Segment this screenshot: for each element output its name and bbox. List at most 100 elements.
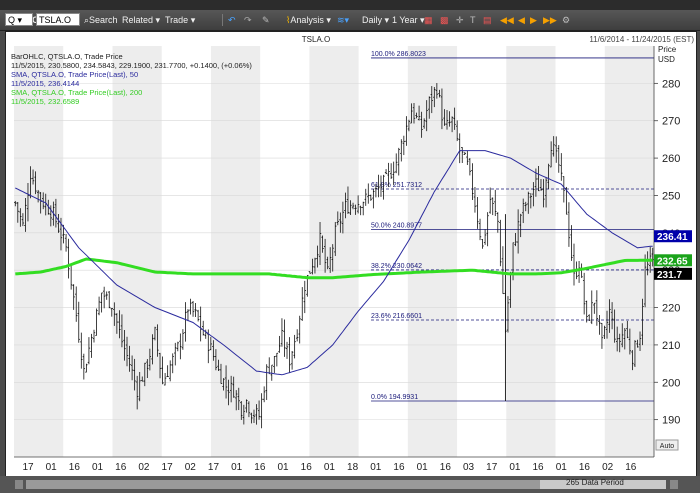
ohlc-bar <box>372 189 375 209</box>
ohlc-bar <box>308 271 312 274</box>
scroll-end-icon[interactable]: ▶▶ <box>543 15 557 25</box>
ohlc-bar <box>158 352 162 379</box>
analysis-label: Analysis <box>290 15 324 25</box>
ohlc-bar <box>199 306 202 342</box>
trade-menu[interactable]: Trade ▾ <box>165 15 196 25</box>
ohlc-bar <box>610 302 614 330</box>
ohlc-bars <box>14 83 654 429</box>
period-select[interactable]: Daily ▾ <box>362 15 390 25</box>
ohlc-bar <box>97 296 101 316</box>
ohlc-bar <box>600 322 604 349</box>
fib-level-label: 61.8% 251.7312 <box>371 182 422 189</box>
compare-icon[interactable]: ▤ <box>483 15 492 25</box>
symbol-input[interactable]: TSLA.O <box>36 13 80 26</box>
text-tool-icon[interactable]: T <box>470 15 476 25</box>
ohlc-bar <box>590 290 593 325</box>
ohlc-bar <box>440 88 444 130</box>
ohlc-bar <box>435 83 439 99</box>
ohlc-bar <box>433 87 436 108</box>
ohlc-bar <box>488 187 492 214</box>
ohlc-bar <box>176 341 180 352</box>
month-band <box>14 46 64 457</box>
auto-scale-button[interactable] <box>655 439 679 451</box>
scroll-left-arrow[interactable] <box>15 480 23 489</box>
scrollbar-thumb[interactable] <box>540 480 666 489</box>
ohlc-bar <box>26 183 30 222</box>
ohlc-bar <box>42 192 45 210</box>
ohlc-bar <box>349 200 352 215</box>
ohlc-bar <box>522 198 525 224</box>
ohlc-bar <box>293 334 296 359</box>
ohlc-bar <box>422 118 426 129</box>
ohlc-bar <box>453 107 456 130</box>
search-icon: ⌕ <box>84 15 90 25</box>
ohlc-bar <box>278 335 281 353</box>
chart-type-icon[interactable]: ▦ <box>424 15 433 25</box>
ohlc-bar <box>219 363 223 384</box>
ohlc-bar <box>64 233 68 252</box>
ohlc-bar <box>410 103 413 124</box>
ohlc-bar <box>420 111 423 138</box>
x-tick-label: 16 <box>440 462 452 473</box>
ohlc-bar <box>87 337 91 365</box>
scroll-start-icon[interactable]: ◀◀ <box>500 15 514 25</box>
ohlc-bar <box>252 409 256 423</box>
ohlc-bar <box>595 290 599 326</box>
settings-icon[interactable]: ⚙ <box>562 15 571 25</box>
ohlc-bar <box>280 318 284 347</box>
ohlc-bar <box>593 302 596 314</box>
x-tick-label: 02 <box>138 462 150 473</box>
ohlc-bar <box>128 345 131 372</box>
price-axis-unit: USD <box>658 55 675 64</box>
search-scope-select[interactable]: Q ▾ <box>5 13 33 26</box>
price-axis-title: Price <box>658 45 677 54</box>
scroll-right-arrow[interactable] <box>670 480 678 489</box>
ohlc-bar <box>646 251 649 276</box>
ohlc-bar <box>298 315 301 344</box>
scroll-right-icon[interactable]: ▶ <box>530 15 537 25</box>
ohlc-bar <box>605 310 609 339</box>
analysis-menu[interactable]: ⌇Analysis ▾ <box>286 15 331 25</box>
range-select[interactable]: 1 Year ▾ <box>392 15 425 25</box>
ohlc-bar <box>641 298 644 346</box>
ohlc-bar <box>603 325 606 340</box>
ohlc-bar <box>311 258 314 275</box>
range-label: 1 Year <box>392 15 418 25</box>
ohlc-bar <box>14 200 17 207</box>
scrollbar-track[interactable] <box>26 480 666 489</box>
ohlc-bar <box>141 376 144 382</box>
x-tick-label: 01 <box>231 462 243 473</box>
crosshair-icon[interactable]: ✛ <box>456 15 464 25</box>
price-chart[interactable]: 100.0% 286.8023 61.8% 251.7312 50.0% 240.8… <box>6 32 696 487</box>
ohlc-bar <box>288 337 291 373</box>
x-tick-label: 16 <box>254 462 266 473</box>
draw-tool-icon[interactable]: ✎ <box>262 15 270 25</box>
ohlc-bar <box>405 116 408 146</box>
ohlc-bar <box>572 243 576 286</box>
ohlc-bar <box>618 333 621 353</box>
x-tick-label: 16 <box>579 462 591 473</box>
ohlc-bar <box>148 348 152 371</box>
ohlc-bar <box>194 302 197 318</box>
ohlc-bar <box>501 246 505 295</box>
undo-icon[interactable]: ↶ <box>228 15 236 25</box>
overlay-icon[interactable]: ≋▾ <box>337 15 350 25</box>
fib-level-label: 38.2% 230.0642 <box>371 263 422 270</box>
ohlc-bar <box>483 229 487 245</box>
x-tick-label: 16 <box>533 462 545 473</box>
line-chart-icon[interactable]: ▩ <box>440 15 449 25</box>
related-menu[interactable]: Related ▾ <box>122 15 161 25</box>
ohlc-bar <box>407 119 411 132</box>
ohlc-bar <box>69 265 73 290</box>
ohlc-bar <box>323 238 327 273</box>
search-button[interactable]: ⌕Search <box>84 13 118 27</box>
ohlc-bar <box>519 213 522 238</box>
sma-200-line <box>15 257 653 280</box>
ohlc-bar <box>430 86 433 114</box>
ohlc-bar <box>628 328 632 355</box>
ohlc-bar <box>31 169 35 185</box>
scroll-left-icon[interactable]: ◀ <box>518 15 525 25</box>
ohlc-bar <box>181 329 185 350</box>
redo-icon[interactable]: ↷ <box>244 15 252 25</box>
sma-50-line <box>15 150 653 376</box>
